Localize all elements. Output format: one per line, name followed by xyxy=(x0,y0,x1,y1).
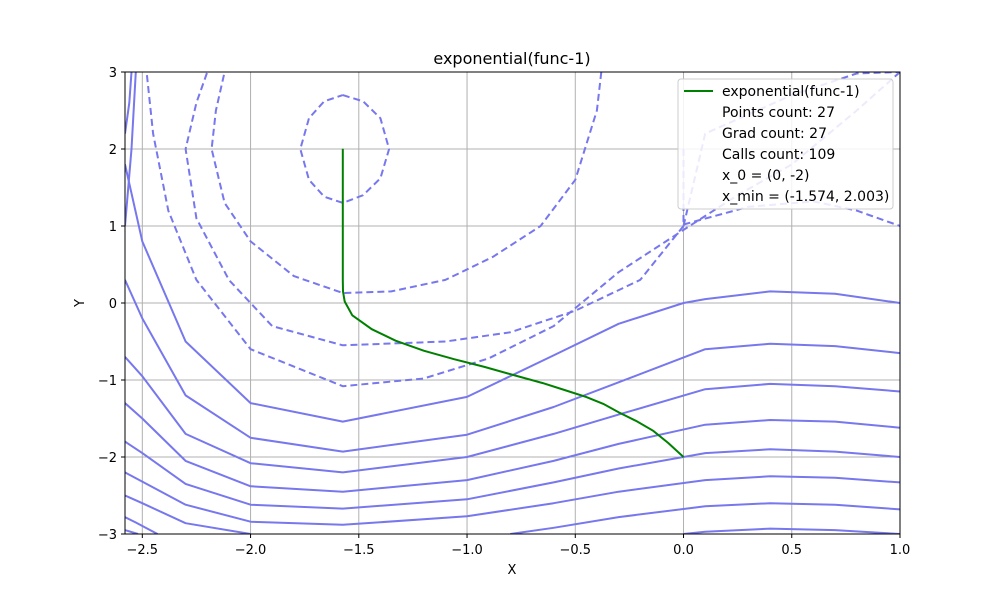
contour-lines xyxy=(125,72,900,534)
legend-entry-xmin: x_min = (-1.574, 2.003) xyxy=(722,189,889,205)
legend-box xyxy=(677,78,894,210)
contour-line xyxy=(125,529,139,534)
y-tick-label: −1 xyxy=(98,374,117,389)
contour-line xyxy=(210,72,603,294)
x-tick-label: 0.5 xyxy=(781,543,802,558)
contour-line xyxy=(125,72,137,227)
contour-line xyxy=(125,516,158,534)
contour-line xyxy=(299,94,391,204)
y-tick-label: −2 xyxy=(98,451,117,466)
legend: exponential(func-1) Points count: 27 Gra… xyxy=(677,78,894,210)
y-tick-label: −3 xyxy=(98,528,117,543)
y-tick-label: 0 xyxy=(109,297,117,312)
legend-entry-grad-count: Grad count: 27 xyxy=(722,126,827,142)
contour-line xyxy=(125,164,900,423)
contour-line xyxy=(125,471,900,526)
contour-line xyxy=(125,402,900,493)
y-tick-label: 1 xyxy=(109,220,117,235)
x-tick-label: 1.0 xyxy=(890,543,911,558)
optimization-path-layer xyxy=(341,148,685,458)
x-tick-label: −2.0 xyxy=(235,543,267,558)
x-tick-label: −0.5 xyxy=(559,543,591,558)
y-tick-label: 3 xyxy=(109,66,117,81)
contour-line xyxy=(125,494,251,534)
legend-entry-calls-count: Calls count: 109 xyxy=(722,147,835,163)
legend-entry-x0: x_0 = (0, -2) xyxy=(722,168,810,184)
legend-entry-points-count: Points count: 27 xyxy=(722,105,835,121)
contour-line xyxy=(125,72,133,134)
contour-line xyxy=(184,72,685,347)
x-tick-label: −1.0 xyxy=(451,543,483,558)
x-axis-ticks: −2.5 −2.0 −1.5 −1.0 −0.5 0.0 0.5 1.0 xyxy=(127,534,911,558)
x-tick-label: −2.5 xyxy=(127,543,159,558)
contour-line xyxy=(510,502,900,534)
contour-line xyxy=(125,440,900,510)
y-tick-label: 2 xyxy=(109,143,117,158)
y-axis-label: Y xyxy=(73,299,88,308)
x-tick-label: 0.0 xyxy=(673,543,694,558)
contour-line xyxy=(125,279,900,453)
contour-line xyxy=(125,356,900,474)
contour-line xyxy=(683,527,900,534)
x-tick-label: −1.5 xyxy=(343,543,375,558)
x-axis-label: X xyxy=(508,563,517,578)
legend-entry-series: exponential(func-1) xyxy=(722,84,860,100)
y-axis-ticks: −3 −2 −1 0 1 2 3 xyxy=(98,66,125,543)
optimization-path-line xyxy=(341,148,685,458)
chart-title: exponential(func-1) xyxy=(433,49,590,68)
